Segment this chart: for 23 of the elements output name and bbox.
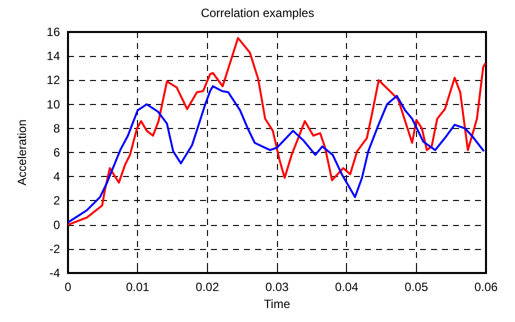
x-tick-label: 0.05	[404, 280, 428, 294]
y-tick-label: -2	[49, 242, 60, 256]
x-tick-label: 0.01	[126, 280, 150, 294]
x-tick-label: 0.04	[334, 280, 359, 294]
x-tick-label: 0.03	[265, 280, 289, 294]
y-tick-label: 14	[46, 49, 60, 64]
y-tick-label: 12	[46, 73, 60, 88]
line-series	[67, 37, 486, 226]
y-tick-label: 6	[53, 146, 60, 160]
y-tick-label: 16	[46, 25, 60, 39]
y-tick-label: 0	[53, 218, 60, 232]
y-tick-label: 10	[46, 97, 60, 112]
y-tick-label: -4	[49, 266, 60, 280]
y-tick-label: 2	[53, 194, 60, 208]
x-tick-label: 0.06	[474, 280, 498, 294]
x-axis-title: Time	[264, 296, 290, 311]
x-tick-label: 0	[64, 280, 72, 294]
y-tick-label: 8	[53, 121, 60, 136]
chart-title: Correlation examples	[200, 6, 314, 20]
y-tick-label: 4	[53, 170, 60, 184]
x-tick-label: 0.02	[196, 280, 220, 294]
line-series	[67, 85, 485, 224]
y-axis-title: Acceleration	[15, 119, 29, 186]
